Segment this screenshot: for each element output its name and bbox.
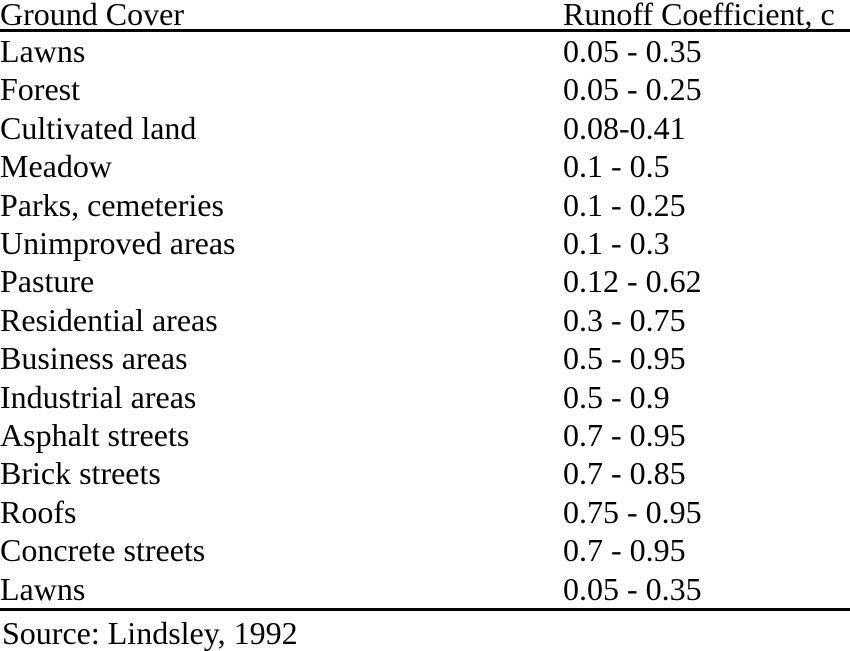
- ground-cover-cell: Meadow: [0, 148, 112, 185]
- table-row: Business areas 0.5 - 0.95: [0, 339, 850, 377]
- ground-cover-cell: Parks, cemeteries: [0, 186, 224, 223]
- ground-cover-cell: Pasture: [0, 263, 95, 300]
- table-row: Lawns 0.05 - 0.35: [0, 31, 850, 71]
- runoff-coefficient-cell: 0.1 - 0.25: [563, 186, 686, 223]
- runoff-coefficient-cell: 0.5 - 0.9: [563, 378, 670, 415]
- runoff-coefficient-cell: 0.7 - 0.95: [563, 417, 686, 454]
- ground-cover-cell: Lawns: [0, 569, 563, 612]
- runoff-coefficient-cell: 0.05 - 0.35: [563, 33, 702, 69]
- runoff-coefficient-cell: 0.05 - 0.35: [563, 569, 850, 612]
- ground-cover-cell: Lawns: [0, 33, 86, 69]
- table-row: Meadow 0.1 - 0.5: [0, 147, 850, 185]
- runoff-coefficient-cell: 0.1 - 0.5: [563, 148, 670, 185]
- runoff-coefficient-cell: 0.7 - 0.95: [563, 532, 686, 569]
- runoff-coefficient-cell: 0.5 - 0.95: [563, 340, 686, 377]
- runoff-coefficient-cell: 0.12 - 0.62: [563, 263, 702, 300]
- ground-cover-cell: Concrete streets: [0, 532, 206, 569]
- table-row: Roofs 0.75 - 0.95: [0, 493, 850, 531]
- table-row: Industrial areas 0.5 - 0.9: [0, 378, 850, 416]
- header-row: Ground Cover Runoff Coefficient, c: [0, 0, 850, 32]
- table-row: Brick streets 0.7 - 0.85: [0, 454, 850, 492]
- table-row: Pasture 0.12 - 0.62: [0, 262, 850, 300]
- ground-cover-cell: Asphalt streets: [0, 417, 190, 454]
- column-header-runoff-coefficient: Runoff Coefficient, c: [563, 0, 850, 32]
- runoff-coefficient-table: Ground Cover Runoff Coefficient, c Lawns…: [0, 0, 850, 612]
- table-body: Lawns 0.05 - 0.35 Forest 0.05 - 0.25 Cul…: [0, 31, 850, 612]
- runoff-coefficient-cell: 0.05 - 0.25: [563, 71, 702, 108]
- ground-cover-cell: Forest: [0, 71, 80, 108]
- table-row: Lawns 0.05 - 0.35: [0, 569, 850, 612]
- ground-cover-cell: Unimproved areas: [0, 225, 236, 262]
- source-note: Source: Lindsley, 1992: [2, 615, 298, 651]
- table-row: Forest 0.05 - 0.25: [0, 70, 850, 108]
- table-row: Concrete streets 0.7 - 0.95: [0, 531, 850, 569]
- ground-cover-cell: Industrial areas: [0, 378, 197, 415]
- ground-cover-cell: Residential areas: [0, 301, 218, 338]
- table-row: Cultivated land 0.08-0.41: [0, 109, 850, 147]
- runoff-coefficient-cell: 0.7 - 0.85: [563, 455, 686, 492]
- runoff-coefficient-cell: 0.1 - 0.3: [563, 225, 670, 262]
- column-header-ground-cover: Ground Cover: [0, 0, 563, 32]
- runoff-coefficient-cell: 0.08-0.41: [563, 109, 686, 146]
- runoff-coefficient-cell: 0.3 - 0.75: [563, 301, 686, 338]
- table-row: Parks, cemeteries 0.1 - 0.25: [0, 186, 850, 224]
- table-header: Ground Cover Runoff Coefficient, c: [0, 0, 850, 32]
- table-row: Unimproved areas 0.1 - 0.3: [0, 224, 850, 262]
- runoff-coefficient-cell: 0.75 - 0.95: [563, 493, 702, 530]
- table-row: Residential areas 0.3 - 0.75: [0, 301, 850, 339]
- table-row: Asphalt streets 0.7 - 0.95: [0, 416, 850, 454]
- ground-cover-cell: Business areas: [0, 340, 188, 377]
- ground-cover-cell: Brick streets: [0, 455, 161, 492]
- ground-cover-cell: Roofs: [0, 493, 77, 530]
- ground-cover-cell: Cultivated land: [0, 109, 197, 146]
